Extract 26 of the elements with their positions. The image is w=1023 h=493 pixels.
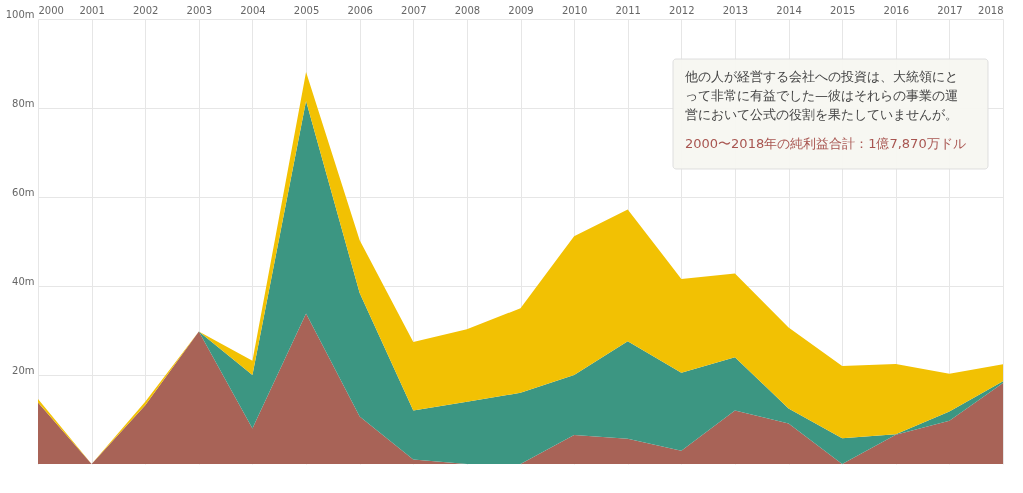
y-tick-label: 40m	[12, 275, 35, 287]
x-tick-label: 2013	[722, 4, 749, 16]
x-tick-label: 2010	[561, 4, 588, 16]
x-tick-label: 2000	[38, 4, 64, 16]
x-tick-label: 2018	[978, 4, 1004, 16]
x-tick-label: 2014	[776, 4, 802, 16]
x-tick-label: 2008	[454, 4, 481, 16]
y-tick-label: 60m	[12, 186, 35, 198]
x-tick-label: 2016	[883, 4, 909, 16]
x-tick-label: 2015	[829, 4, 856, 16]
x-tick-label: 2011	[615, 4, 641, 16]
x-tick-label: 2001	[79, 4, 105, 16]
x-tick-label: 2006	[347, 4, 373, 16]
y-tick-label: 80m	[12, 97, 35, 109]
x-tick-label: 2012	[669, 4, 695, 16]
x-tick-label: 2004	[240, 4, 266, 16]
x-tick-label: 2009	[508, 4, 534, 16]
annotation: 他の人が経営する会社への投資は、大統領にとって非常に有益でした—彼はそれらの事業の運営において公式の役割を果たしていませんが。	[685, 69, 958, 122]
x-tick-label: 2003	[186, 4, 213, 16]
x-tick-label: 2005	[293, 4, 320, 16]
x-tick-label: 2007	[401, 4, 427, 16]
annotation: 2000〜2018年の純利益合計：1億7,870万ドル	[685, 136, 966, 151]
x-tick-label: 2017	[937, 4, 963, 16]
y-tick-label: 100m	[5, 8, 35, 20]
x-tick-label: 2002	[133, 4, 159, 16]
y-tick-label: 20m	[12, 364, 35, 376]
